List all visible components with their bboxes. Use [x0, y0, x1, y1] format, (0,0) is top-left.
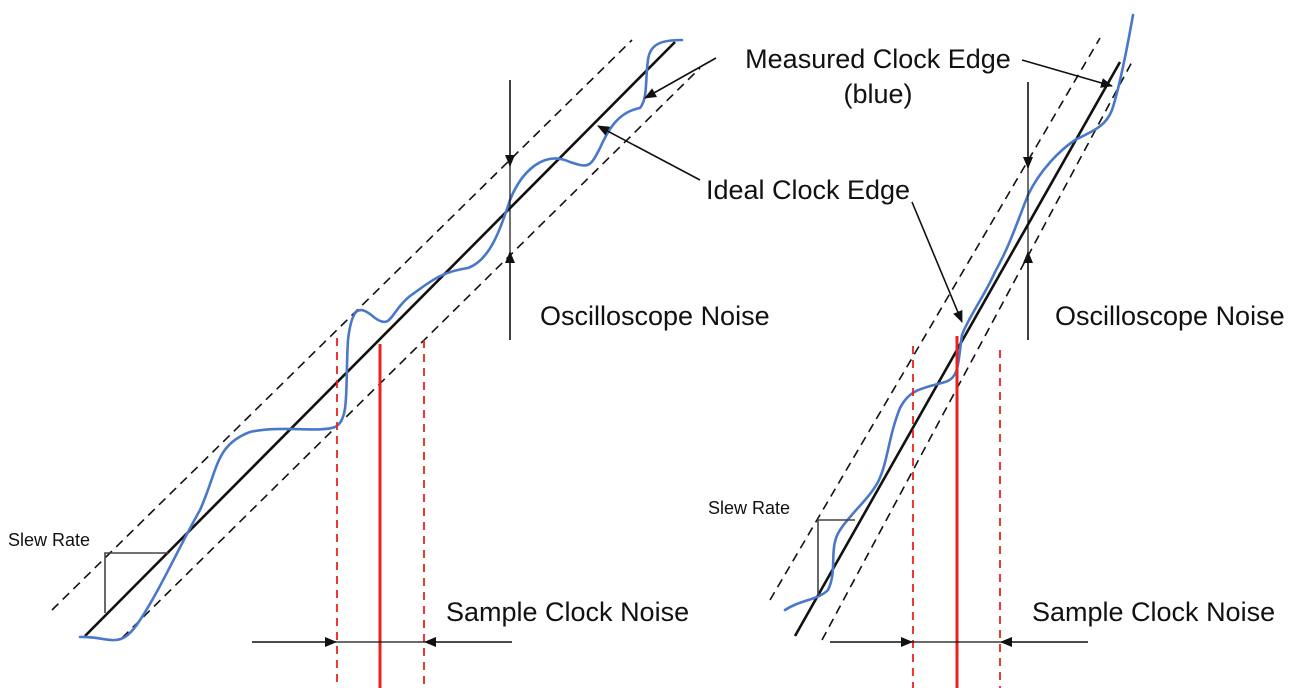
slew-rate-label-right: Slew Rate	[708, 498, 790, 518]
left-upper-noise-bound	[51, 39, 633, 611]
left-panel	[51, 38, 717, 688]
right-measured-clock-edge	[783, 13, 1135, 612]
sample-clock-noise-label-left: Sample Clock Noise	[446, 597, 689, 627]
labels: Measured Clock Edge (blue) Ideal Clock E…	[8, 44, 1285, 627]
measured-clock-edge-sublabel: (blue)	[843, 79, 912, 109]
ideal-edge-pointer-right	[911, 201, 963, 323]
measured-edge-pointer-right	[1021, 59, 1113, 88]
left-slew-rate-triangle	[104, 552, 168, 613]
slew-rate-label-left: Slew Rate	[8, 530, 90, 550]
right-upper-noise-bound	[769, 37, 1101, 601]
measured-edge-pointer-left	[644, 57, 717, 99]
right-panel	[769, 13, 1135, 688]
right-lower-noise-bound	[821, 59, 1134, 641]
measured-clock-edge-label: Measured Clock Edge	[745, 44, 1011, 74]
right-slew-rate-triangle	[817, 519, 855, 596]
ideal-edge-pointer-left	[597, 125, 701, 181]
ideal-clock-edge-label: Ideal Clock Edge	[706, 175, 910, 205]
sample-clock-noise-label-right: Sample Clock Noise	[1032, 597, 1275, 627]
left-lower-noise-bound	[121, 67, 701, 639]
oscilloscope-noise-label-left: Oscilloscope Noise	[540, 301, 770, 331]
oscilloscope-noise-label-right: Oscilloscope Noise	[1055, 301, 1285, 331]
left-ideal-clock-edge	[84, 41, 676, 637]
